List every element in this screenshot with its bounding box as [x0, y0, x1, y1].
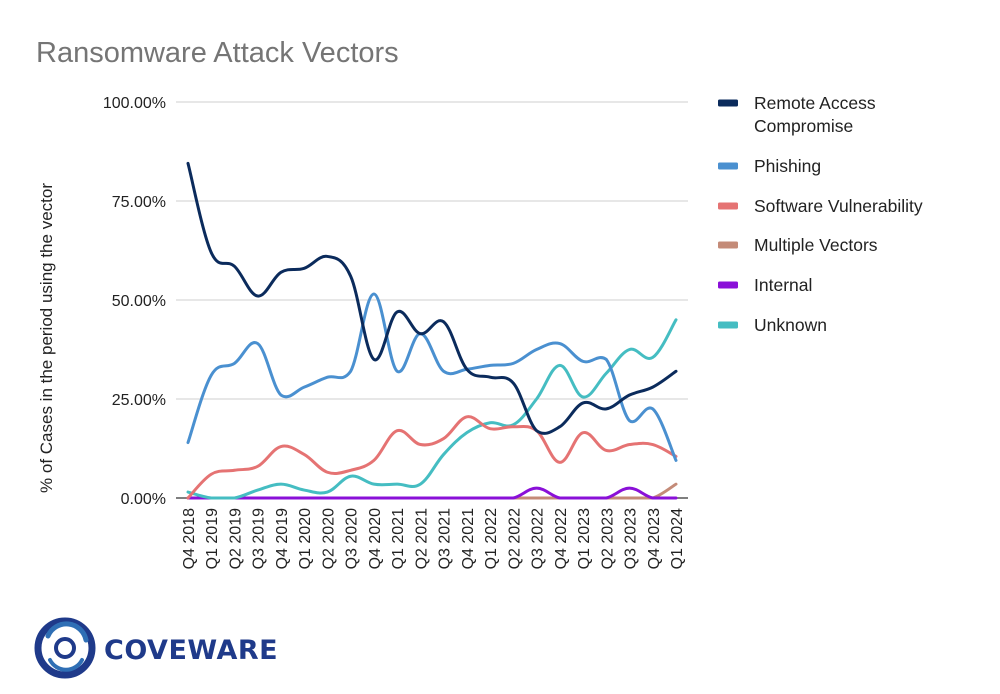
- series-line-software-vulnerability: [186, 415, 678, 500]
- x-tick-label: Q4 2022: [553, 508, 570, 569]
- series-lines: [186, 161, 678, 500]
- x-tick-label: Q4 2021: [460, 508, 477, 569]
- x-tick-labels: Q4 2018 Q1 2019 Q2 2019 Q3 2019 Q4 2019 Q1 20…: [181, 508, 686, 569]
- x-tick-label: Q1 2022: [483, 508, 500, 569]
- y-tick-label: 0.00%: [121, 491, 166, 508]
- legend-swatch-software-vulnerability: [718, 202, 738, 210]
- x-tick-label: Q2 2019: [227, 508, 244, 569]
- legend-swatch-phishing: [718, 162, 738, 170]
- x-tick-label: Q1 2023: [576, 508, 593, 569]
- x-tick-label: Q2 2022: [506, 508, 523, 569]
- y-tick-label: 50.00%: [112, 293, 166, 310]
- legend-swatch-multiple-vectors: [718, 241, 738, 249]
- x-tick-label: Q3 2022: [530, 508, 547, 569]
- x-tick-label: Q4 2023: [646, 508, 663, 569]
- y-tick-label: 100.00%: [103, 95, 166, 112]
- series-line-unknown: [186, 318, 678, 500]
- coveware-logo: COVEWARE: [34, 617, 278, 679]
- logo-mark-icon: [34, 617, 96, 679]
- x-tick-label: Q1 2024: [669, 508, 686, 569]
- legend-label-phishing: Phishing: [754, 156, 821, 176]
- series-line-multiple-vectors: [186, 482, 678, 500]
- x-tick-label: Q1 2020: [297, 508, 314, 569]
- x-tick-label: Q1 2021: [390, 508, 407, 569]
- chart-title: Ransomware Attack Vectors: [36, 37, 399, 69]
- logo-text: COVEWARE: [104, 635, 278, 666]
- series-line-internal: [186, 486, 678, 500]
- x-tick-label: Q1 2019: [204, 508, 221, 569]
- series-line-phishing: [186, 292, 678, 462]
- x-tick-label: Q2 2020: [320, 508, 337, 569]
- grid-lines: [176, 101, 688, 499]
- series-line-remote-access-compromise: [186, 161, 678, 435]
- legend-label-software-vulnerability: Software Vulnerability: [754, 196, 923, 216]
- legend-label-multiple-vectors: Multiple Vectors: [754, 235, 878, 255]
- y-tick-label: 75.00%: [112, 194, 166, 211]
- legend: Remote Access Compromise Phishing Software …: [718, 93, 923, 335]
- legend-label-unknown: Unknown: [754, 315, 827, 335]
- x-tick-label: Q3 2021: [437, 508, 454, 569]
- x-tick-label: Q4 2020: [367, 508, 384, 569]
- x-tick-label: Q3 2023: [623, 508, 640, 569]
- x-tick-label: Q4 2018: [181, 508, 198, 569]
- y-tick-label: 25.00%: [112, 392, 166, 409]
- y-tick-labels: 0.00% 25.00% 50.00% 75.00% 100.00%: [103, 95, 166, 508]
- legend-swatch-internal: [718, 281, 738, 289]
- x-tick-label: Q3 2020: [344, 508, 361, 569]
- x-tick-label: Q4 2019: [274, 508, 291, 569]
- x-tick-label: Q2 2021: [413, 508, 430, 569]
- y-axis-label: % of Cases in the period using the vecto…: [37, 183, 56, 493]
- x-tick-label: Q2 2023: [599, 508, 616, 569]
- legend-label-internal: Internal: [754, 275, 812, 295]
- legend-swatch-remote-access-compromise: [718, 99, 738, 107]
- x-tick-label: Q3 2019: [251, 508, 268, 569]
- legend-swatch-unknown: [718, 321, 738, 329]
- legend-label-remote-access-compromise: Remote Access Compromise: [754, 93, 876, 136]
